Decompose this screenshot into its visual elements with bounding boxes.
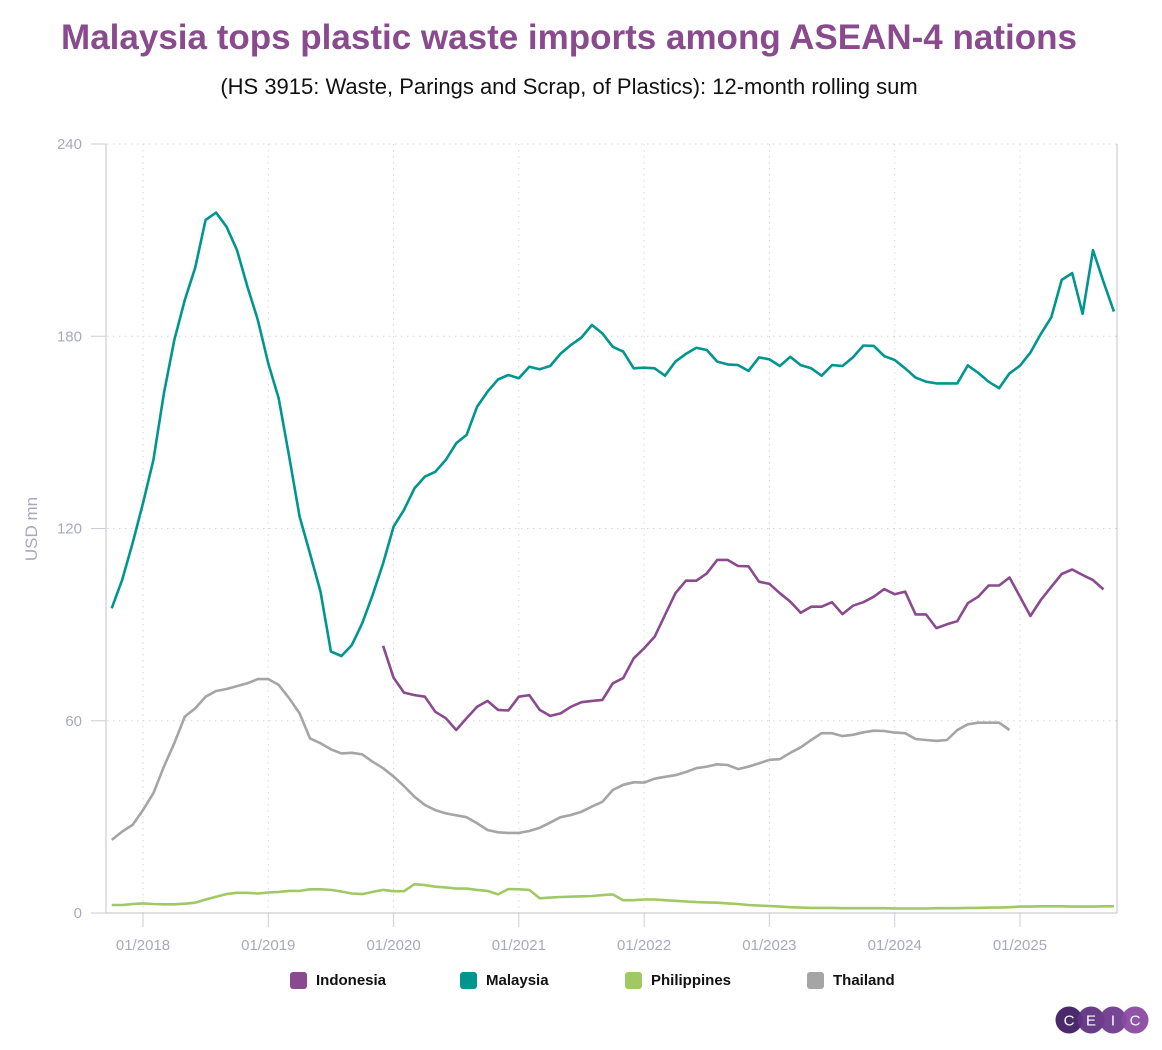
svg-text:C: C (1130, 1013, 1141, 1030)
x-tick-label: 01/2025 (993, 937, 1047, 954)
y-axis-label: USD mn (22, 497, 41, 561)
x-tick-label: 01/2020 (366, 937, 420, 954)
svg-text:C: C (1064, 1013, 1075, 1030)
y-tick-label: 180 (57, 328, 82, 345)
y-tick-label: 240 (57, 136, 82, 153)
y-tick-label: 60 (65, 713, 82, 730)
x-tick-label: 01/2019 (241, 937, 295, 954)
legend-item-philippines[interactable]: Philippines (625, 972, 807, 989)
series-line-indonesia (381, 558, 1105, 732)
y-tick-label: 0 (74, 905, 82, 922)
x-tick-label: 01/2022 (617, 937, 671, 954)
series-line-philippines (111, 882, 1114, 910)
x-tick-label: 01/2021 (492, 937, 546, 954)
legend-swatch-malaysia (460, 972, 477, 989)
chart-title: Malaysia tops plastic waste imports amon… (61, 18, 1077, 57)
svg-text:I: I (1111, 1013, 1115, 1030)
legend-item-malaysia[interactable]: Malaysia (460, 972, 625, 989)
legend-label-malaysia: Malaysia (486, 972, 549, 989)
legend-swatch-indonesia (290, 972, 307, 989)
series-line-malaysia (110, 211, 1116, 658)
x-tick-label: 01/2018 (116, 937, 170, 954)
legend-label-thailand: Thailand (833, 972, 895, 989)
legend-swatch-thailand (807, 972, 824, 989)
x-tick-label: 01/2023 (742, 937, 796, 954)
legend-item-indonesia[interactable]: Indonesia (290, 972, 460, 989)
legend-swatch-philippines (625, 972, 642, 989)
legend: Indonesia Malaysia Philippines Thailand (290, 972, 895, 989)
legend-item-thailand[interactable]: Thailand (807, 972, 895, 989)
legend-label-philippines: Philippines (651, 972, 732, 989)
legend-label-indonesia: Indonesia (316, 972, 387, 989)
y-tick-label: 120 (57, 521, 82, 538)
svg-text:E: E (1086, 1013, 1096, 1030)
series-line-thailand (110, 677, 1011, 841)
chart-subtitle: (HS 3915: Waste, Parings and Scrap, of P… (220, 74, 918, 99)
x-tick-label: 01/2024 (868, 937, 922, 954)
